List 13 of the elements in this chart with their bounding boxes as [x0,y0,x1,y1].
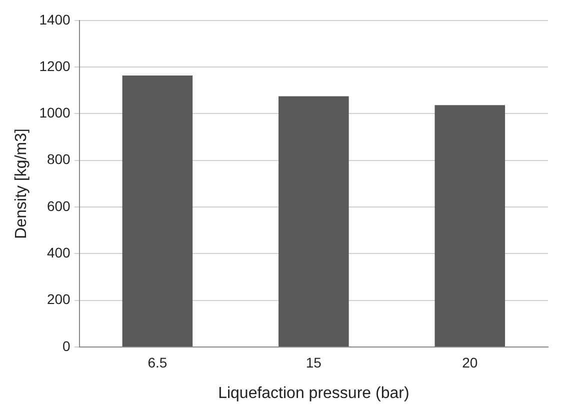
y-tick-label: 1200 [39,58,71,74]
x-tick-label: 20 [462,354,478,370]
y-tick-label: 800 [46,151,71,168]
y-tick-label: 400 [46,244,71,261]
y-tick-label: 200 [46,291,71,308]
y-tick-label: 600 [46,198,71,214]
x-axis-title: Liquefaction pressure (bar) [218,384,410,402]
x-tick-label: 15 [306,354,322,370]
y-tick-label: 1000 [39,104,71,121]
y-axis-title: Density [kg/m3] [13,128,30,239]
y-tick-label: 1400 [39,11,71,28]
x-tick-label: 6.5 [148,354,168,370]
y-tick-label: 0 [62,338,71,354]
